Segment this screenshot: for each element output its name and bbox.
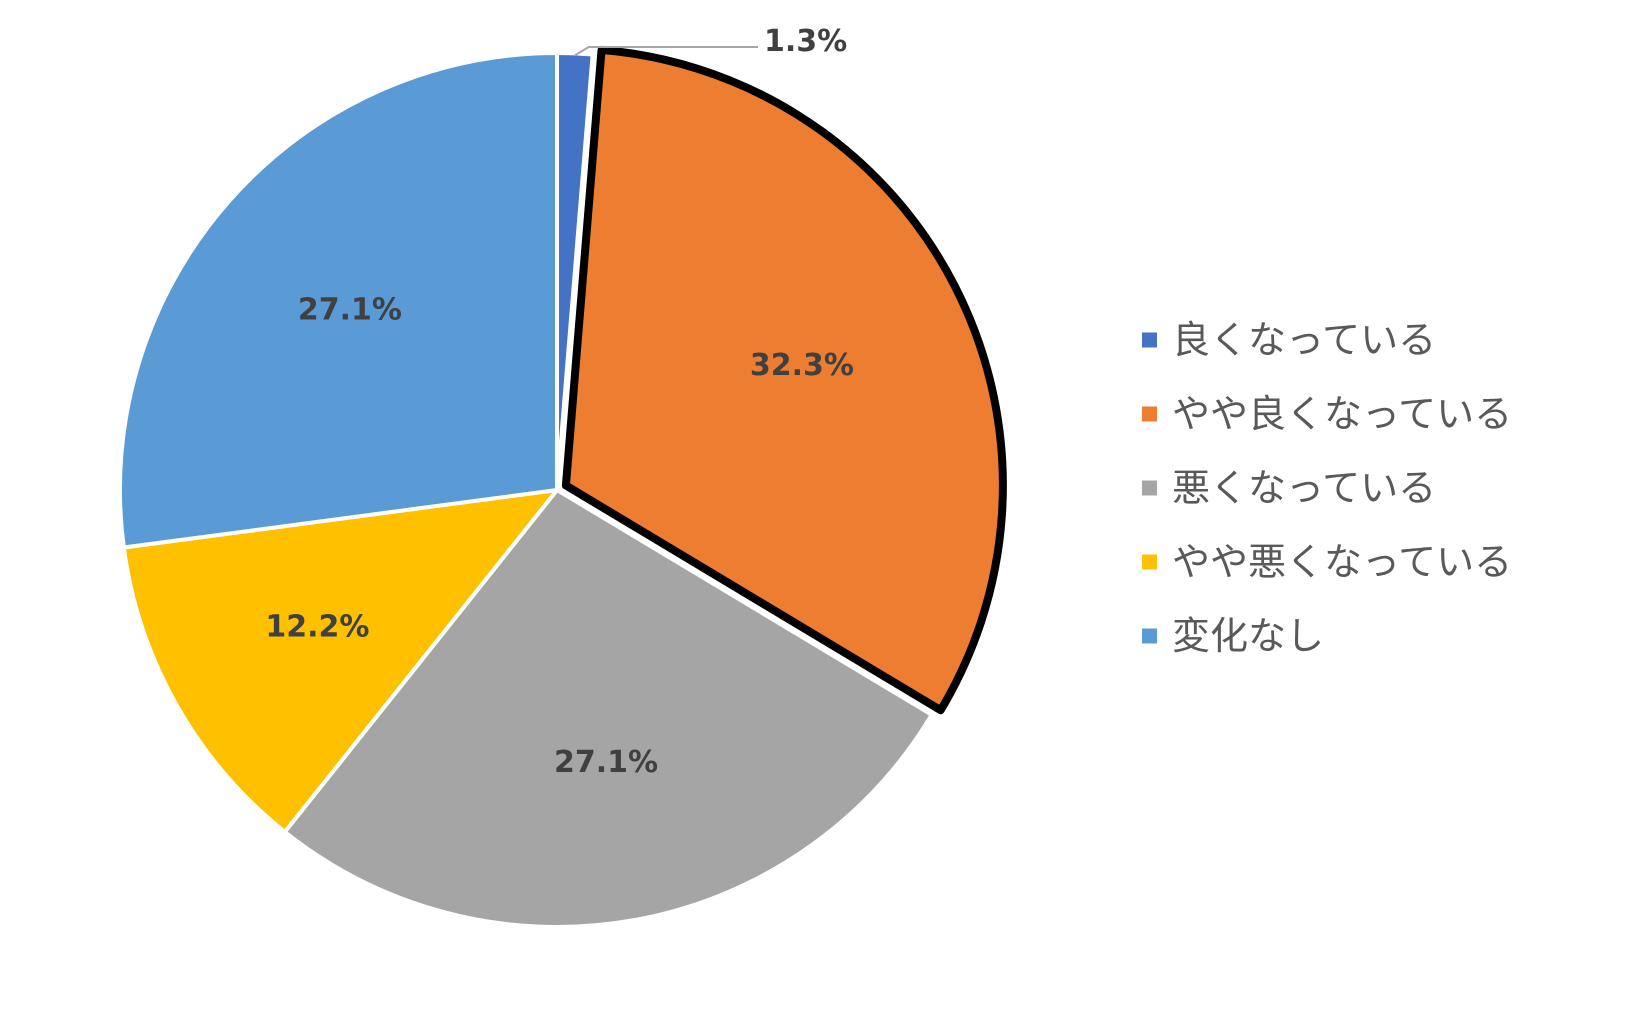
legend-label-3: 悪くなっている <box>1172 466 1436 510</box>
legend-swatch-4 <box>1142 554 1157 570</box>
pie-slices <box>118 47 1005 929</box>
legend-label-5: 変化なし <box>1172 614 1324 658</box>
legend-label-1: 良くなっている <box>1172 318 1436 362</box>
data-label-2: 32.3% <box>750 348 854 383</box>
legend-swatch-5 <box>1142 628 1157 644</box>
data-label-3: 27.1% <box>554 745 658 780</box>
data-label-4: 12.2% <box>265 610 369 645</box>
pie-slice-4 <box>121 488 559 834</box>
pie-slice-3 <box>282 488 934 929</box>
legend-label-4: やや悪くなっている <box>1172 540 1512 584</box>
data-label-5: 27.1% <box>298 293 402 328</box>
legend-swatch-3 <box>1142 480 1157 496</box>
pie-slice-5 <box>118 51 559 550</box>
data-label-1: 1.3% <box>764 24 847 59</box>
highlighted-slice-outline <box>561 45 1007 715</box>
legend-swatch-2 <box>1142 406 1157 422</box>
slice-labels: 1.3% 32.3% 27.1% 12.2% 27.1% <box>265 24 854 780</box>
highlight-outline-layer <box>561 45 1007 715</box>
legend-label-2: やや良くなっている <box>1172 392 1512 436</box>
legend-swatch-1 <box>1142 332 1157 348</box>
leader-line-1 <box>574 46 758 57</box>
